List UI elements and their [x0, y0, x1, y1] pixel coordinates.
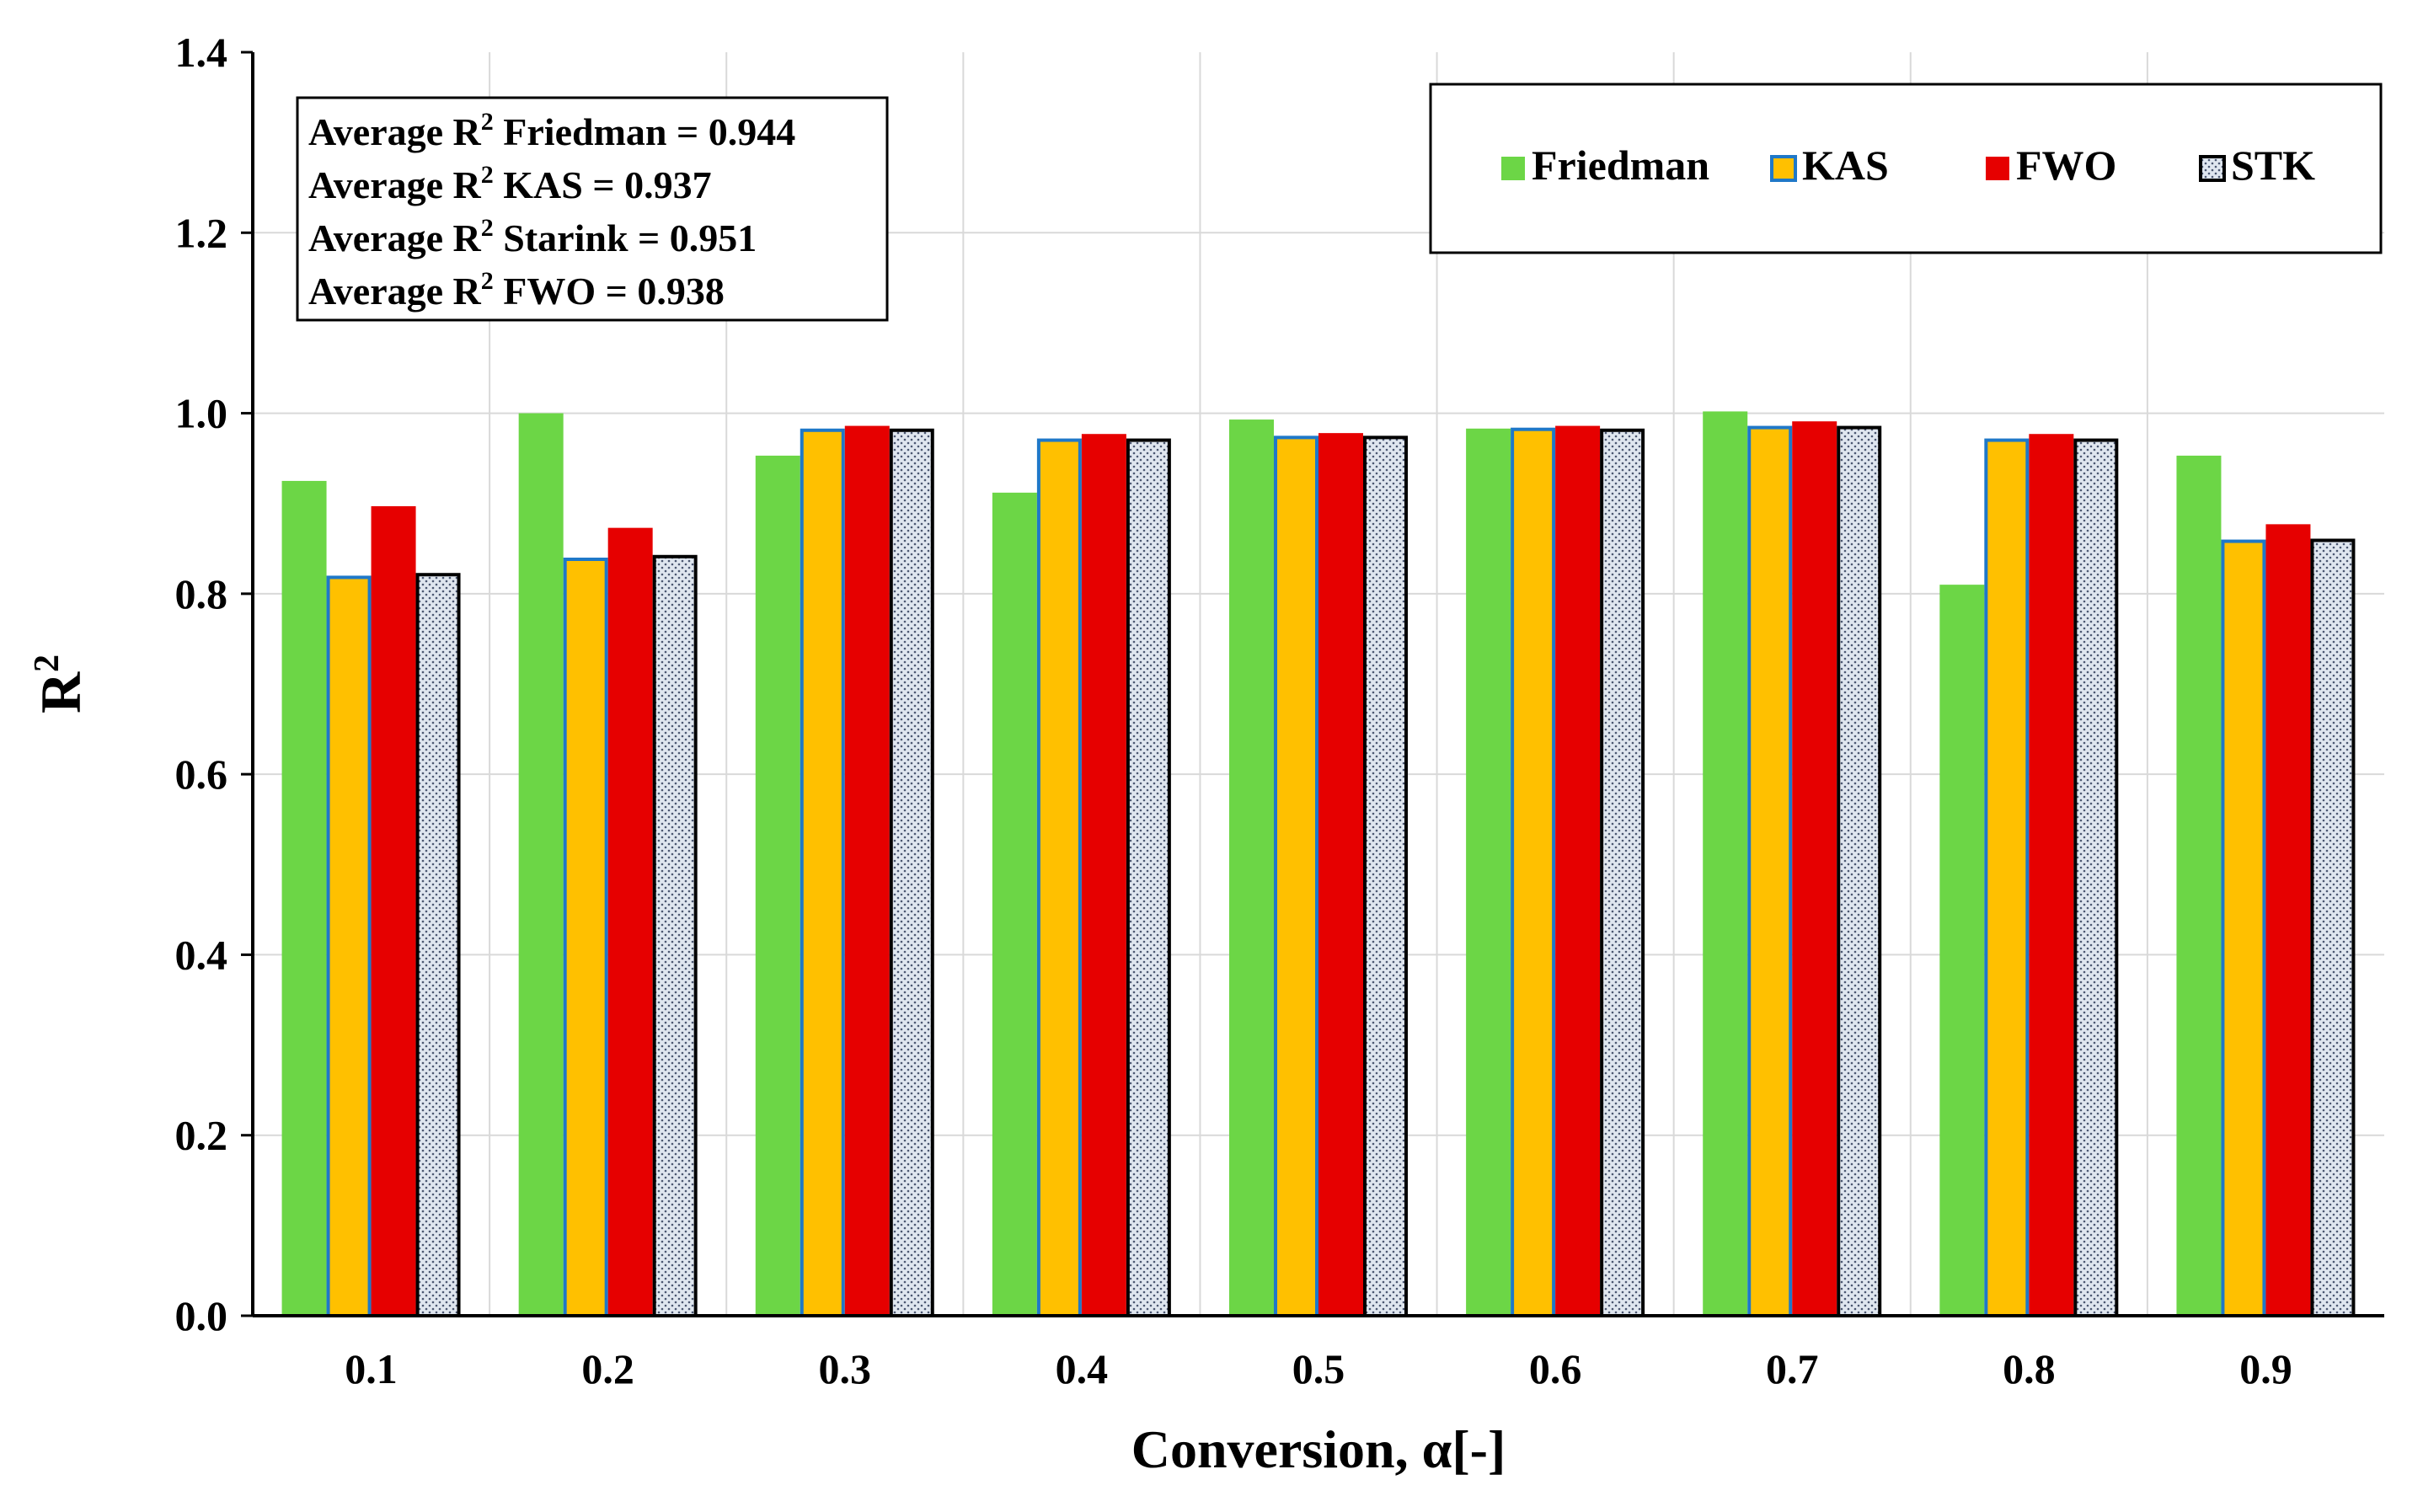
bar-fwo-0.8 [2029, 434, 2074, 1316]
bar-stk-0.2 [652, 554, 698, 1317]
legend-label-friedman: Friedman [1532, 142, 1709, 189]
bar-friedman-0.4 [992, 492, 1037, 1316]
bar-kas-0.6 [1511, 427, 1556, 1318]
y-tick-label: 0.0 [175, 1292, 228, 1339]
x-tick-label: 0.9 [2239, 1345, 2292, 1392]
bar-kas-0.2 [563, 558, 608, 1317]
annotation-line: Average R2 Friedman = 0.944 [308, 108, 795, 153]
legend-label-kas: KAS [1802, 142, 1889, 189]
bar-kas-0.7 [1747, 425, 1793, 1318]
x-axis-title: Conversion, α[-] [1131, 1419, 1506, 1479]
x-tick-label: 0.5 [1292, 1345, 1345, 1392]
legend-label-fwo: FWO [2016, 142, 2116, 189]
bars [281, 411, 2356, 1318]
bar-stk-0.8 [2073, 438, 2119, 1317]
legend-label-stk: STK [2231, 142, 2315, 189]
x-tick-label: 0.2 [581, 1345, 634, 1392]
bar-kas-0.3 [800, 428, 845, 1317]
bar-kas-0.1 [326, 575, 372, 1317]
legend: Friedman KAS FWO STK [1429, 83, 2383, 254]
bar-friedman-0.7 [1703, 411, 1748, 1316]
y-tick-label: 1.4 [175, 29, 228, 76]
y-axis-title: R2 [28, 654, 93, 713]
bar-fwo-0.9 [2265, 524, 2311, 1316]
legend-swatch-friedman [1501, 157, 1525, 180]
x-tick-label: 0.8 [2003, 1345, 2056, 1392]
y-tick-label: 0.2 [175, 1112, 228, 1159]
bar-stk-0.9 [2310, 538, 2356, 1317]
bar-friedman-0.1 [281, 480, 327, 1316]
axes [241, 51, 2384, 1317]
bar-fwo-0.1 [371, 505, 416, 1316]
y-tick-label: 0.4 [175, 931, 228, 978]
y-tick-label: 1.2 [175, 209, 228, 256]
legend-swatch-kas [1770, 155, 1797, 182]
y-tick-label: 0.8 [175, 570, 228, 617]
bar-fwo-0.4 [1081, 434, 1126, 1316]
x-tick-label: 0.1 [345, 1345, 398, 1392]
bar-friedman-0.6 [1466, 428, 1511, 1317]
bar-stk-0.6 [1600, 428, 1645, 1317]
bar-stk-0.1 [415, 573, 461, 1317]
bar-kas-0.9 [2221, 539, 2266, 1317]
axis-labels: 0.0 0.2 0.4 0.6 0.8 1.0 1.2 1.4 0.1 0.2 0.3 0.4 0.5 0… [28, 29, 2292, 1479]
bar-fwo-0.2 [607, 527, 653, 1316]
bar-friedman-0.3 [755, 455, 800, 1316]
bar-kas-0.5 [1274, 435, 1318, 1317]
bar-stk-0.5 [1363, 435, 1408, 1317]
annotation-line: Average R2 FWO = 0.938 [308, 267, 725, 313]
legend-swatch-stk [2199, 155, 2226, 182]
bar-stk-0.7 [1837, 425, 1882, 1318]
bar-stk-0.4 [1126, 438, 1171, 1317]
x-tick-label: 0.3 [819, 1345, 872, 1392]
bar-kas-0.4 [1036, 438, 1082, 1317]
x-tick-label: 0.4 [1056, 1345, 1109, 1392]
y-tick-label: 1.0 [175, 390, 228, 437]
bar-friedman-0.2 [518, 413, 564, 1317]
bar-fwo-0.6 [1555, 425, 1601, 1317]
bar-friedman-0.9 [2176, 455, 2222, 1316]
average-annotation-box: Average R2 Friedman = 0.944 Average R2 KA… [296, 96, 889, 322]
legend-swatch-fwo [1986, 157, 2009, 180]
x-tick-label: 0.6 [1529, 1345, 1582, 1392]
y-tick-label: 0.6 [175, 751, 228, 798]
bar-kas-0.8 [1984, 438, 2030, 1317]
bar-fwo-0.7 [1792, 421, 1837, 1316]
bar-friedman-0.8 [1939, 585, 1985, 1316]
bar-stk-0.3 [889, 428, 934, 1317]
annotation-box-frame [296, 96, 889, 322]
x-tick-label: 0.7 [1766, 1345, 1819, 1392]
annotation-line: Average R2 KAS = 0.937 [308, 161, 712, 206]
annotation-line: Average R2 Starink = 0.951 [308, 214, 757, 259]
bar-fwo-0.5 [1318, 433, 1363, 1317]
bar-fwo-0.3 [844, 425, 890, 1317]
bar-friedman-0.5 [1229, 419, 1274, 1317]
